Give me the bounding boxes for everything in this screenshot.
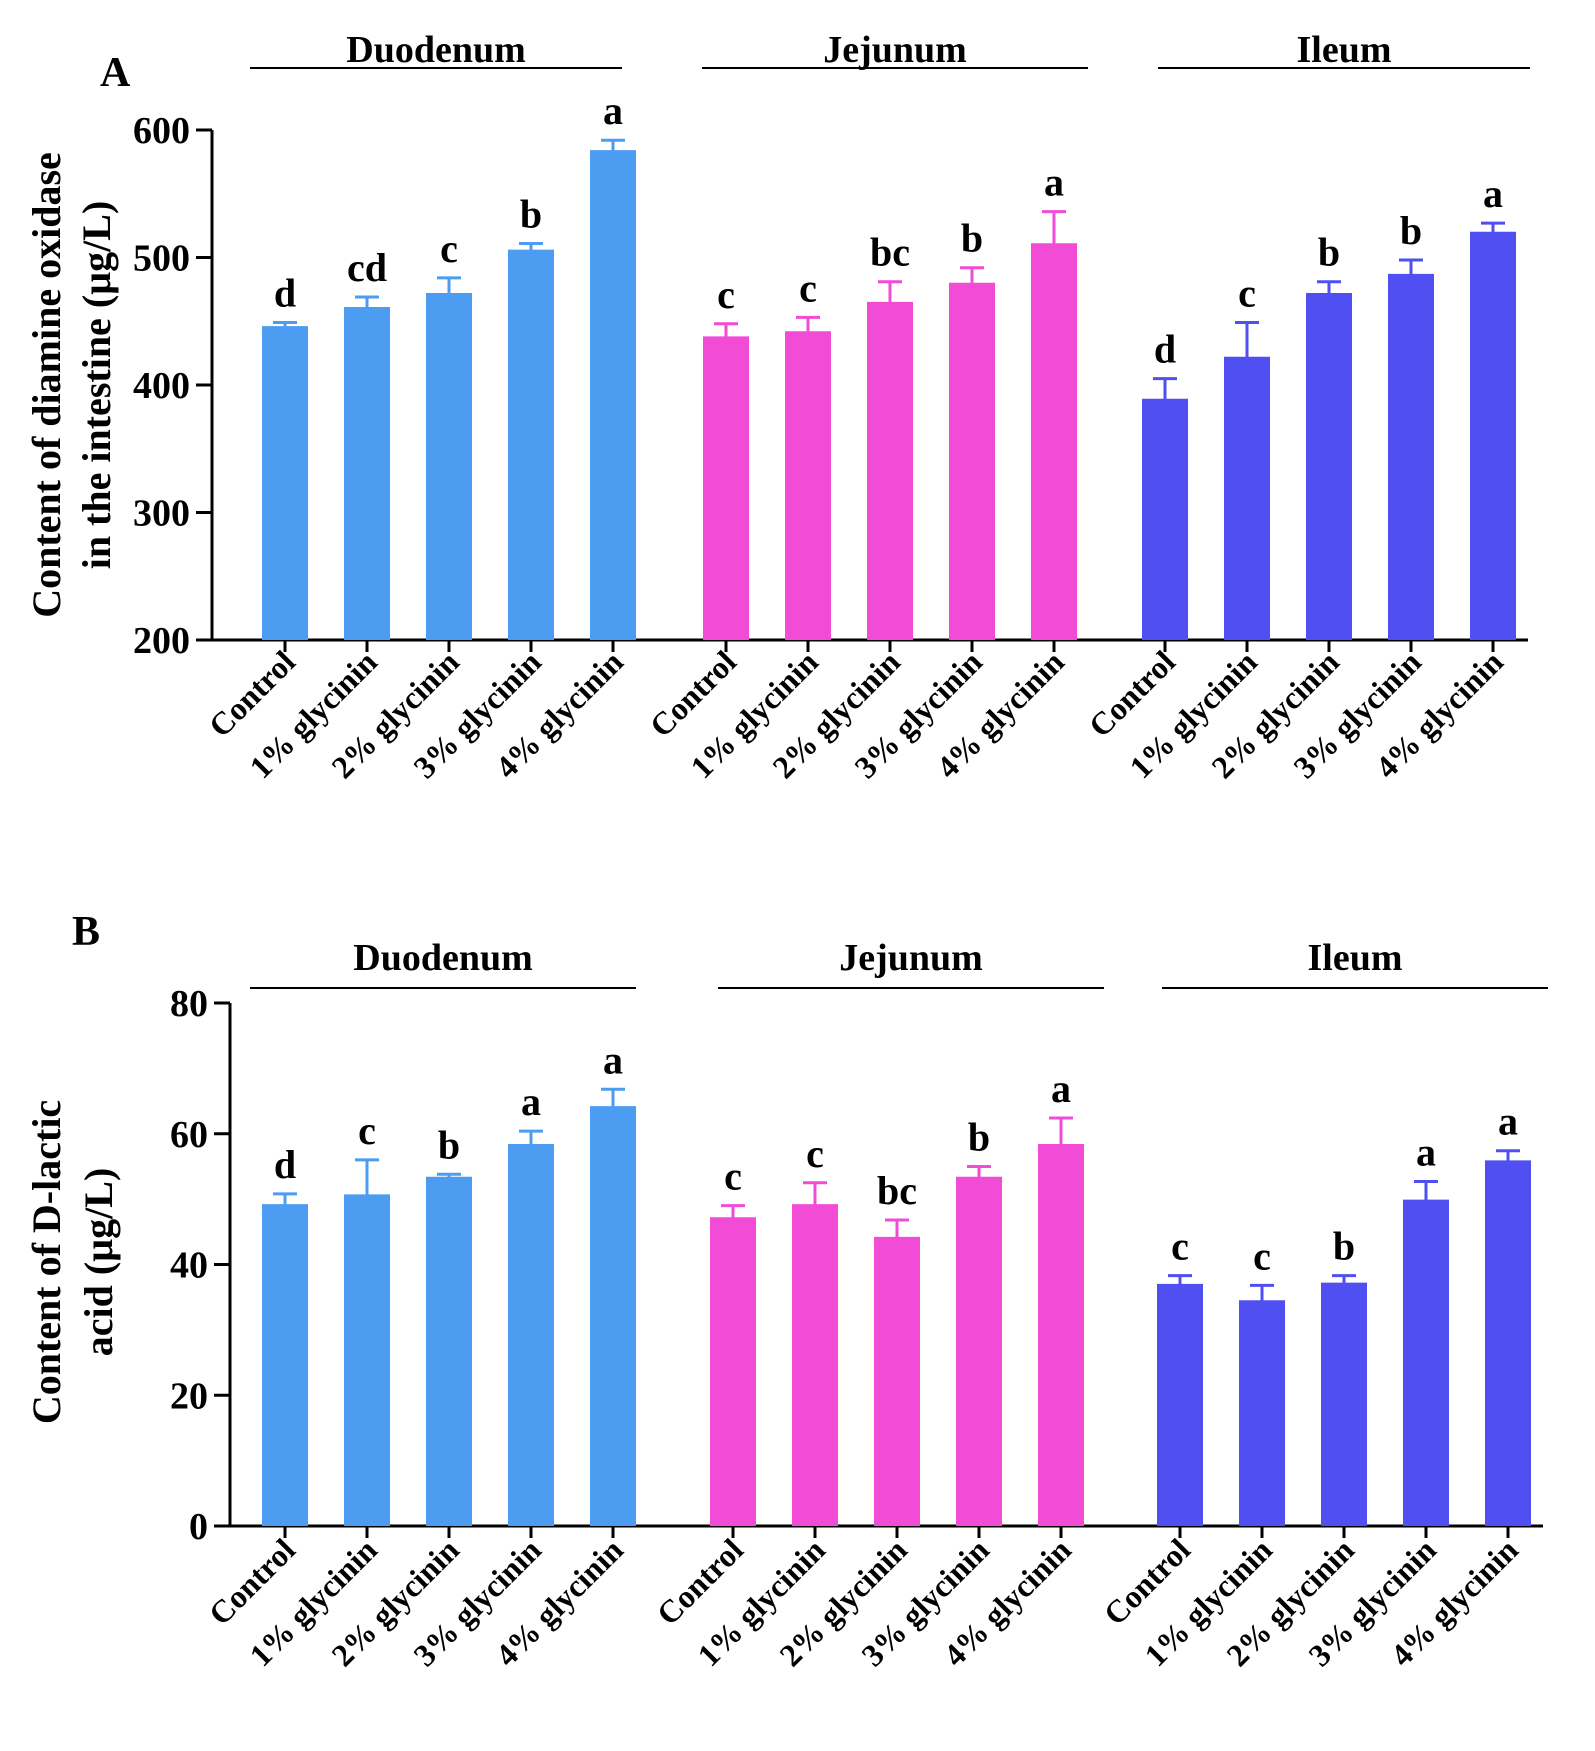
d-lactic-acid-chart-ileum-group-label: Ileum: [1308, 937, 1403, 979]
d-lactic-acid-chart-ileum-significance-letter: a: [1498, 1099, 1518, 1144]
diamine-oxidase-chart-ileum-bar: [1388, 275, 1434, 640]
d-lactic-acid-chart-y-axis-title: Content of D-lactic: [24, 1100, 69, 1424]
diamine-oxidase-chart-duodenum-significance-letter: b: [520, 191, 542, 236]
diamine-oxidase-chart-ileum-group-label: Ileum: [1297, 29, 1392, 71]
d-lactic-acid-chart-duodenum-bar: [590, 1107, 636, 1526]
d-lactic-acid-chart-jejunum-significance-letter: bc: [877, 1168, 917, 1213]
diamine-oxidase-chart-jejunum-significance-letter: bc: [870, 230, 910, 275]
d-lactic-acid-chart-duodenum-bar: [262, 1205, 308, 1526]
diamine-oxidase-chart-duodenum-significance-letter: a: [603, 88, 623, 133]
diamine-oxidase-chart-ileum-significance-letter: d: [1154, 327, 1176, 372]
d-lactic-acid-chart-jejunum-bar: [792, 1205, 838, 1526]
d-lactic-acid-chart-jejunum-group-label: Jejunum: [839, 937, 983, 979]
diamine-oxidase-chart-duodenum-bar: [508, 251, 554, 640]
diamine-oxidase-chart-jejunum-significance-letter: c: [717, 272, 735, 317]
d-lactic-acid-chart-ileum-significance-letter: c: [1253, 1233, 1271, 1278]
d-lactic-acid-chart-ileum-significance-letter: c: [1171, 1224, 1189, 1269]
diamine-oxidase-chart-jejunum-bar: [867, 303, 913, 640]
diamine-oxidase-chart-ileum-significance-letter: b: [1400, 208, 1422, 253]
diamine-oxidase-chart-y-tick-label: 600: [133, 110, 190, 152]
d-lactic-acid-chart-jejunum-significance-letter: a: [1051, 1066, 1071, 1111]
d-lactic-acid-chart-ileum-bar: [1321, 1284, 1367, 1526]
diamine-oxidase-chart-duodenum-significance-letter: cd: [347, 245, 387, 290]
d-lactic-acid-chart-duodenum-group-label: Duodenum: [353, 937, 533, 979]
diamine-oxidase-chart-duodenum-group-label: Duodenum: [346, 29, 526, 71]
diamine-oxidase-chart-ileum-bar: [1142, 400, 1188, 640]
diamine-oxidase-chart-duodenum-significance-letter: d: [274, 271, 296, 316]
d-lactic-acid-chart-panel-label: B: [72, 909, 100, 955]
diamine-oxidase-chart-y-axis-title: Content of diamine oxidase: [24, 152, 69, 618]
diamine-oxidase-chart-jejunum-significance-letter: c: [799, 265, 817, 310]
d-lactic-acid-chart-ileum-bar: [1157, 1285, 1203, 1526]
d-lactic-acid-chart-y-axis-title: acid (µg/L): [76, 1168, 121, 1357]
diamine-oxidase-chart-duodenum-bar: [426, 294, 472, 640]
d-lactic-acid-chart-jejunum-significance-letter: b: [968, 1114, 990, 1159]
diamine-oxidase-chart-y-tick-label: 200: [133, 620, 190, 662]
diamine-oxidase-chart-jejunum-significance-letter: a: [1044, 160, 1064, 205]
d-lactic-acid-chart-jejunum-bar: [956, 1178, 1002, 1526]
d-lactic-acid-chart-duodenum-bar: [426, 1178, 472, 1526]
diamine-oxidase-chart-ileum-significance-letter: a: [1483, 171, 1503, 216]
diamine-oxidase-chart-jejunum-group-label: Jejunum: [823, 29, 967, 71]
diamine-oxidase-chart-ileum-significance-letter: b: [1318, 230, 1340, 275]
diamine-oxidase-chart-panel-label: A: [100, 50, 131, 96]
d-lactic-acid-chart-jejunum-significance-letter: c: [806, 1131, 824, 1176]
d-lactic-acid-chart-y-tick-label: 80: [170, 983, 208, 1025]
d-lactic-acid-chart-jejunum-significance-letter: c: [724, 1154, 742, 1199]
diamine-oxidase-chart-duodenum-bar: [590, 151, 636, 641]
d-lactic-acid-chart-y-tick-label: 0: [189, 1506, 208, 1548]
d-lactic-acid-chart-jejunum-bar: [710, 1218, 756, 1526]
d-lactic-acid-chart-duodenum-significance-letter: d: [274, 1142, 296, 1187]
diamine-oxidase-chart-jejunum-bar: [703, 337, 749, 640]
diamine-oxidase-chart-duodenum-bar: [344, 308, 390, 640]
diamine-oxidase-chart-jejunum-significance-letter: b: [961, 216, 983, 261]
d-lactic-acid-chart-ileum-bar: [1239, 1301, 1285, 1526]
diamine-oxidase-chart-y-tick-label: 300: [133, 493, 190, 535]
diamine-oxidase-chart-ileum-bar: [1306, 294, 1352, 640]
d-lactic-acid-chart-duodenum-significance-letter: a: [603, 1037, 623, 1082]
d-lactic-acid-chart-duodenum-significance-letter: b: [438, 1122, 460, 1167]
diamine-oxidase-chart-jejunum-bar: [1031, 244, 1077, 640]
d-lactic-acid-chart-jejunum-bar: [874, 1238, 920, 1526]
diamine-oxidase-chart-y-tick-label: 500: [133, 238, 190, 280]
diamine-oxidase-chart-ileum-bar: [1224, 358, 1270, 640]
d-lactic-acid-chart-duodenum-significance-letter: c: [358, 1108, 376, 1153]
d-lactic-acid-chart-y-tick-label: 60: [170, 1114, 208, 1156]
d-lactic-acid-chart-ileum-significance-letter: a: [1416, 1129, 1436, 1174]
diamine-oxidase-chart-jejunum-bar: [949, 284, 995, 640]
diamine-oxidase-chart-y-axis-title: in the intestine (µg/L): [74, 201, 119, 570]
d-lactic-acid-chart-ileum-significance-letter: b: [1333, 1224, 1355, 1269]
d-lactic-acid-chart-duodenum-bar: [508, 1145, 554, 1526]
diamine-oxidase-chart-y-tick-label: 400: [133, 365, 190, 407]
diamine-oxidase-chart-duodenum-significance-letter: c: [440, 226, 458, 271]
diamine-oxidase-chart-duodenum-bar: [262, 327, 308, 640]
diamine-oxidase-chart-ileum-bar: [1470, 233, 1516, 640]
d-lactic-acid-chart-y-tick-label: 40: [170, 1245, 208, 1287]
d-lactic-acid-chart-ileum-bar: [1403, 1201, 1449, 1526]
diamine-oxidase-chart-ileum-significance-letter: c: [1238, 271, 1256, 316]
d-lactic-acid-chart-duodenum-bar: [344, 1195, 390, 1526]
d-lactic-acid-chart-ileum-bar: [1485, 1161, 1531, 1526]
d-lactic-acid-chart-y-tick-label: 20: [170, 1375, 208, 1417]
d-lactic-acid-chart-duodenum-significance-letter: a: [521, 1079, 541, 1124]
d-lactic-acid-chart-jejunum-bar: [1038, 1145, 1084, 1526]
diamine-oxidase-chart-jejunum-bar: [785, 332, 831, 640]
